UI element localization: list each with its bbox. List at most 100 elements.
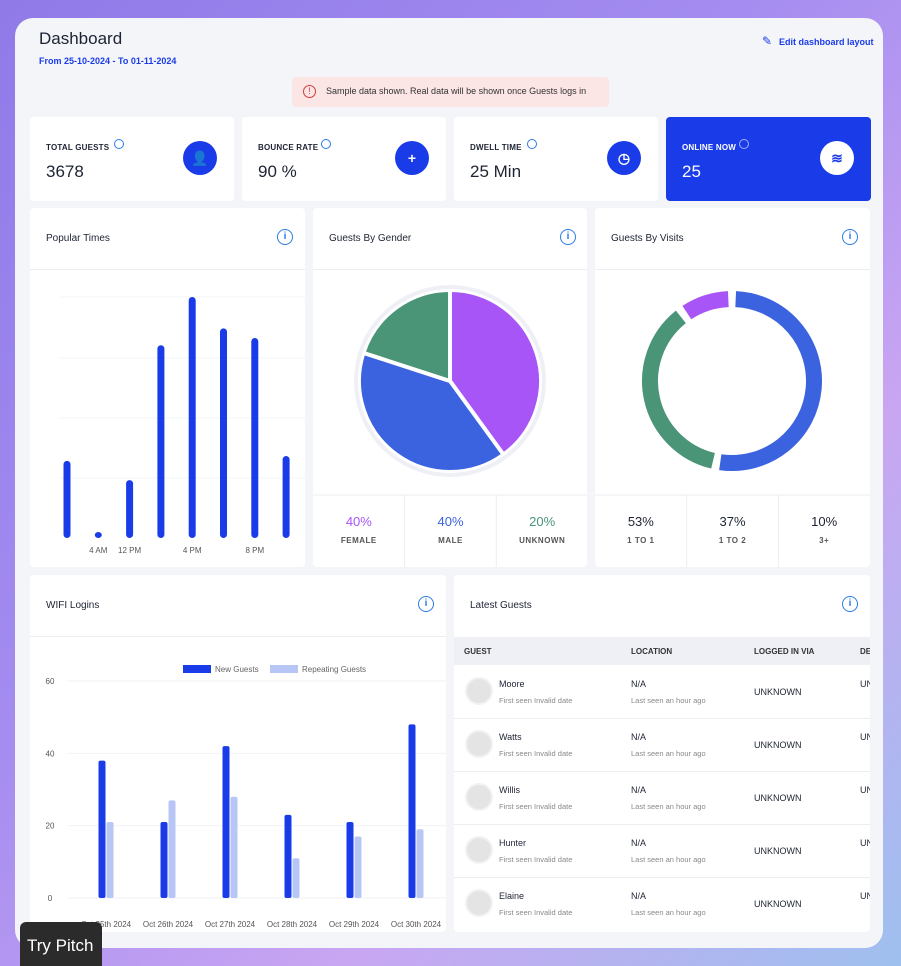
logged-in-via: UNKNOWN: [754, 740, 802, 750]
bar: [106, 822, 114, 898]
logged-in-via: UNKNOWN: [754, 793, 802, 803]
divider: [30, 636, 446, 637]
device: UNKNOWN: [860, 679, 870, 689]
value-label: 40%: [346, 514, 372, 529]
last-seen: Last seen an hour ago: [631, 855, 706, 864]
column-header: LOGGED IN VIA: [754, 647, 815, 656]
category-label: 1 TO 1: [627, 536, 654, 545]
row-divider: [454, 718, 870, 719]
avatar: [465, 677, 493, 705]
x-tick-label: Oct 29th 2024: [329, 920, 380, 929]
device: UNKNOWN: [860, 838, 870, 848]
category-label: UNKNOWN: [519, 536, 565, 545]
bar: [126, 480, 134, 538]
x-tick-label: 4 PM: [183, 546, 202, 555]
x-tick-label: 8 PM: [245, 546, 264, 555]
info-icon: [320, 139, 331, 149]
x-tick-label: Oct 27th 2024: [205, 920, 256, 929]
first-seen: First seen Invalid date: [499, 855, 573, 864]
info-icon[interactable]: i: [842, 596, 858, 612]
divider: [30, 269, 305, 270]
value-label: 40%: [437, 514, 463, 529]
x-tick-label: Oct 26th 2024: [143, 920, 194, 929]
column-header: LOCATION: [631, 647, 673, 656]
guest: Hunter: [499, 838, 527, 848]
stat-icon: ≋: [820, 141, 854, 175]
stat-icon: 👤: [183, 141, 217, 175]
info-icon[interactable]: i: [418, 596, 434, 612]
column-header: GUEST: [464, 647, 492, 656]
legend-swatch: [270, 665, 298, 673]
bar: [408, 724, 416, 898]
x-tick-label: 4 AM: [89, 546, 108, 555]
stat-value: 25: [682, 162, 701, 181]
bar: [94, 532, 102, 538]
legend-label: New Guests: [215, 665, 259, 674]
legend-swatch: [183, 665, 211, 673]
row-divider: [454, 824, 870, 825]
pie-outline: [354, 285, 546, 477]
stat-card: ONLINE NOW 25 ≋: [666, 117, 871, 201]
bar: [98, 760, 106, 898]
info-icon[interactable]: i: [277, 229, 293, 245]
card-title: Guests By Gender: [329, 233, 412, 244]
location: N/A: [631, 891, 647, 901]
y-tick-label: 40: [46, 749, 55, 758]
date-range[interactable]: From 25-10-2024 - To 01-11-2024: [39, 56, 177, 66]
alert: ! Sample data shown. Real data will be s…: [292, 77, 609, 107]
category-label: MALE: [438, 536, 463, 545]
stat-label: BOUNCE RATE: [258, 143, 319, 152]
bar: [188, 297, 196, 538]
location: N/A: [631, 838, 647, 848]
stat-icon: ◷: [607, 141, 641, 175]
pie-slice: [357, 350, 507, 474]
divider: [313, 269, 587, 270]
edit-icon[interactable]: ✎: [762, 34, 773, 48]
card-title: Latest Guests: [470, 600, 532, 611]
column-header: DEVICE: [860, 647, 870, 656]
gender-card: Guests By Gender i 40% FEMALE 40% MALE 20% UN…: [313, 208, 587, 567]
table-header: [454, 637, 870, 665]
row-divider: [454, 877, 870, 878]
bar: [160, 822, 168, 898]
bar: [157, 345, 165, 538]
logged-in-via: UNKNOWN: [754, 687, 802, 697]
divider: [595, 269, 870, 270]
info-icon[interactable]: i: [842, 229, 858, 245]
first-seen: First seen Invalid date: [499, 908, 573, 917]
avatar: [465, 889, 493, 917]
device: UNKNOWN: [860, 732, 870, 742]
bar: [230, 796, 238, 898]
first-seen: First seen Invalid date: [499, 696, 573, 705]
value-label: 10%: [811, 514, 837, 529]
logged-in-via: UNKNOWN: [754, 846, 802, 856]
pie-slice: [448, 287, 543, 458]
guest: Elaine: [499, 891, 525, 901]
page-title: Dashboard: [39, 29, 123, 48]
bar: [220, 328, 227, 538]
donut-segment: [642, 310, 716, 469]
card-title: Popular Times: [46, 233, 110, 244]
card-title: Guests By Visits: [611, 233, 684, 244]
avatar: [465, 836, 493, 864]
badge[interactable]: Try Pitch: [20, 922, 102, 966]
guest: Moore: [499, 679, 525, 689]
info-icon: [527, 139, 537, 149]
popular-times-card: Popular Times i 4 AM 12 PM 4 PM 8 PM: [30, 208, 305, 567]
guest: Watts: [499, 732, 522, 742]
value-label: 20%: [529, 514, 555, 529]
stat-label: TOTAL GUESTS: [46, 143, 110, 152]
guest: Willis: [499, 785, 520, 795]
chart: 53% 1 TO 1 37% 1 TO 2 10% 3+: [595, 291, 870, 567]
alert-icon: !: [303, 85, 316, 98]
pie-slice: [360, 287, 452, 384]
location: N/A: [631, 785, 647, 795]
edit-link[interactable]: Edit dashboard layout: [779, 37, 874, 47]
bar: [284, 814, 292, 898]
info-icon[interactable]: i: [560, 229, 576, 245]
alert-text: Sample data shown. Real data will be sho…: [326, 86, 587, 96]
bar: [346, 822, 354, 898]
category-label: 3+: [819, 536, 829, 545]
last-seen: Last seen an hour ago: [631, 802, 706, 811]
